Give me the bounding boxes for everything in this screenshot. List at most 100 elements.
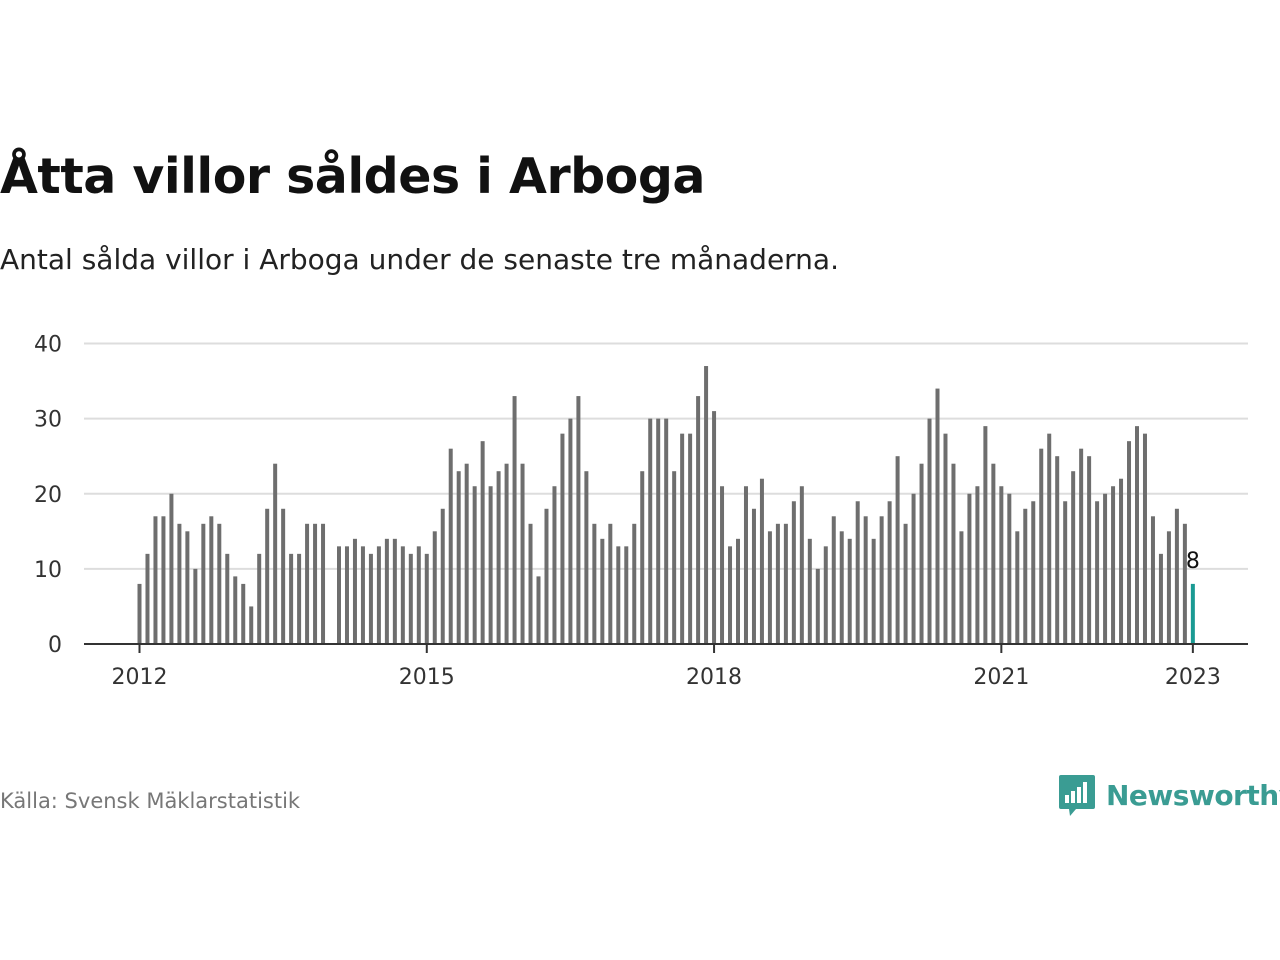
bar	[608, 523, 613, 644]
bar	[1031, 501, 1036, 644]
x-tick-label: 2015	[399, 665, 455, 690]
bar	[1079, 448, 1084, 644]
bar	[161, 516, 166, 644]
bar	[313, 523, 318, 644]
bar	[145, 553, 150, 644]
bar	[1174, 508, 1179, 644]
bar	[823, 546, 828, 644]
bar	[919, 463, 924, 644]
bar	[1111, 486, 1116, 644]
bar	[696, 396, 701, 644]
bar	[656, 418, 661, 644]
bar	[376, 546, 381, 644]
bar	[209, 516, 214, 644]
bar	[512, 396, 517, 644]
bar	[1047, 433, 1052, 644]
bar	[592, 523, 597, 644]
bar	[528, 523, 533, 644]
y-tick-label: 0	[48, 633, 62, 658]
bar	[871, 538, 876, 644]
bar	[632, 523, 637, 644]
bar	[720, 486, 725, 644]
bar	[815, 568, 820, 644]
bar	[424, 553, 429, 644]
bar	[767, 531, 772, 644]
bar	[1150, 516, 1155, 644]
bar	[249, 606, 254, 644]
bar	[185, 531, 190, 644]
bar	[217, 523, 222, 644]
bar	[448, 448, 453, 644]
bar	[640, 471, 645, 644]
bar	[759, 478, 764, 644]
bar	[480, 441, 485, 644]
bar	[1182, 523, 1187, 644]
bar	[911, 493, 916, 644]
bar	[488, 486, 493, 644]
bar-chart: 0 10 20 30 40 2012 2015 2018 2021 2023 8	[34, 333, 1248, 690]
bar	[305, 523, 310, 644]
bar	[568, 418, 573, 644]
bar	[520, 463, 525, 644]
bar	[680, 433, 685, 644]
bar	[624, 546, 629, 644]
bar	[169, 493, 174, 644]
bar	[233, 576, 238, 644]
y-tick-label: 40	[34, 333, 62, 358]
bar-chart-speech-bubble-icon	[1059, 775, 1095, 816]
bar	[688, 433, 693, 644]
y-tick-label: 30	[34, 408, 62, 433]
bar	[887, 501, 892, 644]
bar	[297, 553, 302, 644]
bar	[177, 523, 182, 644]
x-tick-label: 2023	[1165, 665, 1221, 690]
bar	[416, 546, 421, 644]
bar	[281, 508, 286, 644]
bar	[536, 576, 541, 644]
chart-subtitle: Antal sålda villor i Arboga under de sen…	[0, 243, 839, 276]
x-tick-label: 2012	[112, 665, 168, 690]
bar	[193, 568, 198, 644]
bar	[1158, 553, 1163, 644]
bar	[1095, 501, 1100, 644]
bar	[1015, 531, 1020, 644]
bar	[839, 531, 844, 644]
bar	[1071, 471, 1076, 644]
bar	[1039, 448, 1044, 644]
bar	[712, 411, 717, 644]
bar	[672, 471, 677, 644]
last-value-label: 8	[1186, 549, 1200, 574]
bar	[1142, 433, 1147, 644]
bar	[616, 546, 621, 644]
bar	[504, 463, 509, 644]
bar	[1055, 456, 1060, 644]
bar	[743, 486, 748, 644]
bar	[153, 516, 158, 644]
bar	[1127, 441, 1132, 644]
bar	[1007, 493, 1012, 644]
source-note: Källa: Svensk Mäklarstatistik	[0, 789, 301, 813]
bar	[392, 538, 397, 644]
bar	[432, 531, 437, 644]
x-tick-label: 2018	[686, 665, 742, 690]
bar	[472, 486, 477, 644]
y-tick-label: 10	[34, 558, 62, 583]
bar	[1023, 508, 1028, 644]
bar	[927, 418, 932, 644]
bar	[576, 396, 581, 644]
bar	[799, 486, 804, 644]
bar	[1166, 531, 1171, 644]
bar	[321, 523, 326, 644]
bar	[895, 456, 900, 644]
bar	[847, 538, 852, 644]
bar	[879, 516, 884, 644]
bar	[903, 523, 908, 644]
bar	[1135, 426, 1139, 644]
bar	[1063, 501, 1068, 644]
bar	[273, 463, 278, 644]
bar	[999, 486, 1004, 644]
bar	[225, 553, 230, 644]
bar	[664, 418, 669, 644]
bar	[783, 523, 788, 644]
bar	[1119, 478, 1124, 644]
